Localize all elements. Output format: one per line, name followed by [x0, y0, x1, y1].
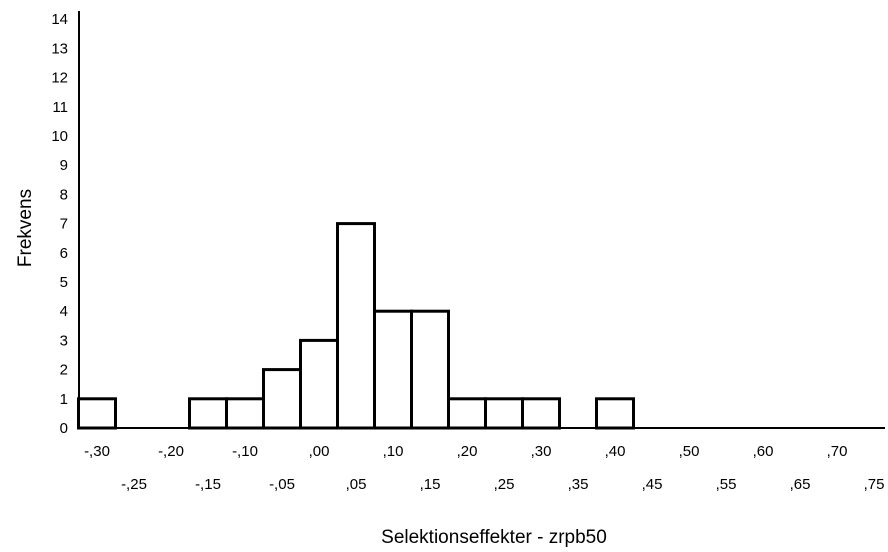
histogram-bar [484, 397, 524, 430]
y-tick-label: 7 [60, 216, 68, 233]
x-tick-label: -,20 [158, 443, 184, 460]
histogram-bar [225, 397, 265, 430]
x-tick-label: ,45 [642, 476, 663, 493]
x-tick-label: ,50 [679, 443, 700, 460]
x-tick-label: ,55 [716, 476, 737, 493]
x-tick-label: -,25 [121, 476, 147, 493]
histogram-bar [299, 338, 339, 430]
histogram-bar [447, 397, 487, 430]
histogram-bar [262, 368, 302, 430]
histogram-bar [373, 309, 413, 430]
histogram-bar [77, 397, 117, 430]
x-tick-label: ,25 [494, 476, 515, 493]
x-tick-label: -,15 [195, 476, 221, 493]
x-tick-label: ,65 [790, 476, 811, 493]
x-tick-label: ,10 [383, 443, 404, 460]
x-tick-label: ,20 [457, 443, 478, 460]
x-tick-label: -,30 [84, 443, 110, 460]
y-tick-label: 5 [60, 274, 68, 291]
x-tick-label: ,00 [309, 443, 330, 460]
x-tick-label: -,10 [232, 443, 258, 460]
x-tick-label: ,75 [864, 476, 885, 493]
histogram-bar [410, 309, 450, 430]
y-tick-label: 11 [52, 99, 68, 116]
y-tick-label: 13 [51, 40, 68, 57]
bars [77, 222, 635, 430]
x-tick-label: -,05 [269, 476, 295, 493]
x-tick-label: ,70 [827, 443, 848, 460]
y-tick-label: 6 [60, 245, 68, 262]
x-tick-label: ,40 [605, 443, 626, 460]
y-tick-label: 12 [51, 70, 68, 87]
x-axis-title: Selektionseffekter - zrpb50 [381, 527, 607, 548]
histogram-bar [336, 222, 376, 430]
histogram-bar [521, 397, 561, 430]
x-tick-labels-lower: -,25 -,15 -,05 ,05 ,15 ,25 ,35 ,45 ,55 ,65 ,75 [121, 476, 884, 493]
histogram-bar [188, 397, 228, 430]
y-tick-label: 2 [60, 362, 68, 379]
histogram-bar [595, 397, 635, 430]
x-tick-label: ,05 [346, 476, 367, 493]
y-tick-label: 8 [60, 186, 68, 203]
y-tick-label: 10 [51, 128, 68, 145]
y-tick-label: 0 [60, 420, 68, 437]
y-tick-label: 3 [60, 332, 68, 349]
x-tick-label: ,30 [531, 443, 552, 460]
y-tick-label: 9 [60, 157, 68, 174]
x-tick-labels-upper: -,30 -,20 -,10 ,00 ,10 ,20 ,30 ,40 ,50 ,60 ,70 [84, 443, 847, 460]
x-tick-label: ,35 [568, 476, 589, 493]
y-tick-label: 4 [60, 303, 68, 320]
y-tick-label: 14 [51, 11, 68, 28]
y-tick-label: 1 [60, 391, 68, 408]
y-axis-title: Frekvens [15, 189, 36, 267]
x-tick-label: ,15 [420, 476, 441, 493]
x-tick-label: ,60 [753, 443, 774, 460]
